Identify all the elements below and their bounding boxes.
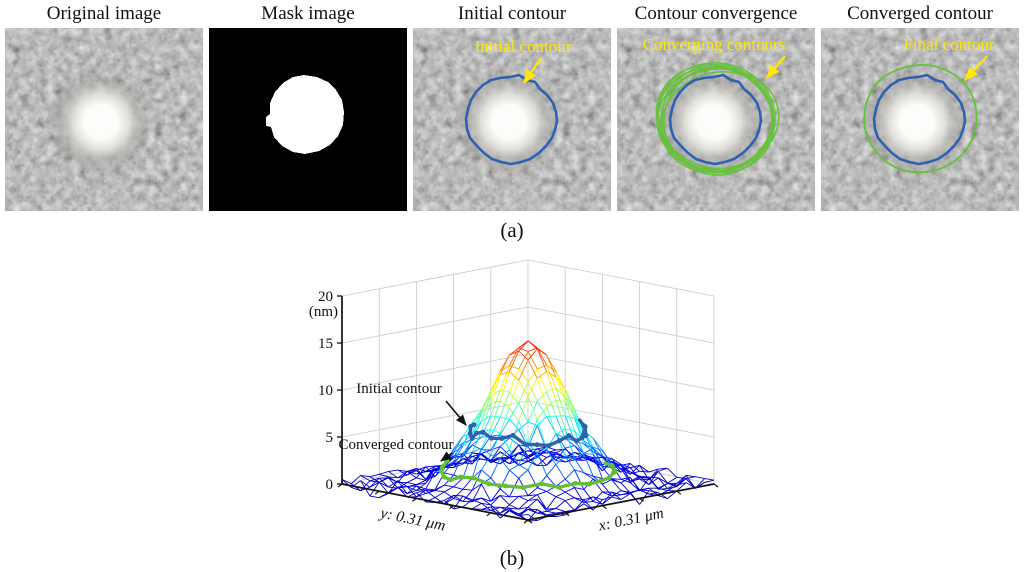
initial-contour-line xyxy=(872,73,967,166)
subfigure-label-b: (b) xyxy=(499,546,525,570)
annotation-converging-contours: Converging contours xyxy=(643,35,786,54)
contour-convergence-image: Converging contours xyxy=(617,28,815,211)
panel-title: Converged contour xyxy=(847,3,993,24)
original-image xyxy=(5,28,203,211)
panel-title: Contour convergence xyxy=(634,3,798,24)
black-arrow-converged xyxy=(440,451,453,462)
contour-rings xyxy=(438,418,618,490)
annotation-converged-contour-3d: Converged contour xyxy=(338,437,453,453)
yellow-arrow xyxy=(964,55,988,82)
annotation-final-contour: Final contour xyxy=(903,35,994,54)
panel-initial-contour: Initial contour Initial contour xyxy=(413,2,611,211)
bright-particle-blob xyxy=(863,68,971,176)
bright-particle-blob xyxy=(455,68,563,176)
final-contour-line xyxy=(863,64,978,174)
x-axis-label: x: 0.31 μm xyxy=(596,505,665,535)
converged-contour-image: Final contour xyxy=(821,28,1019,211)
panel-mask-image: Mask image xyxy=(209,2,407,211)
annotation-initial-contour-3d: Initial contour xyxy=(356,381,441,397)
axes: 0 5 10 15 20(nm) xyxy=(309,289,719,524)
initial-contour-line xyxy=(668,73,763,166)
annotation-initial-contour: Initial contour xyxy=(475,37,572,56)
black-arrow-initial xyxy=(445,400,467,426)
svg-text:10: 10 xyxy=(318,383,333,399)
surface-mesh xyxy=(341,340,715,522)
svg-text:(nm): (nm) xyxy=(309,304,338,320)
panel-title: Mask image xyxy=(261,3,355,24)
bright-particle-blob xyxy=(47,68,155,176)
converging-contours-band xyxy=(655,62,780,176)
mask-image xyxy=(209,28,407,211)
subfigure-label-a: (a) xyxy=(500,218,524,242)
svg-text:5: 5 xyxy=(326,430,334,446)
panel-title: Original image xyxy=(46,3,162,24)
svg-text:0: 0 xyxy=(326,477,334,493)
svg-text:15: 15 xyxy=(318,336,333,352)
panel-title: Initial contour xyxy=(457,3,567,24)
bright-particle-blob xyxy=(659,68,767,176)
y-axis-label: y: 0.31 μm xyxy=(377,504,447,534)
grid-walls xyxy=(341,259,715,485)
surface-plot-3d: 0 5 10 15 20(nm) y: 0.31 μm x: 0.31 μm Initi… xyxy=(309,259,719,535)
initial-contour-line xyxy=(464,73,559,166)
mask-white-blob xyxy=(266,75,344,154)
panel-converged-contour: Converged contour Final contour xyxy=(821,2,1019,211)
yellow-arrow xyxy=(523,57,542,85)
panel-original-image: Original image xyxy=(5,2,203,211)
panel-contour-convergence: Contour convergence Converging contours xyxy=(617,2,815,211)
yellow-arrow xyxy=(766,55,786,80)
svg-text:20: 20 xyxy=(318,289,333,305)
initial-contour-image: Initial contour xyxy=(413,28,611,211)
